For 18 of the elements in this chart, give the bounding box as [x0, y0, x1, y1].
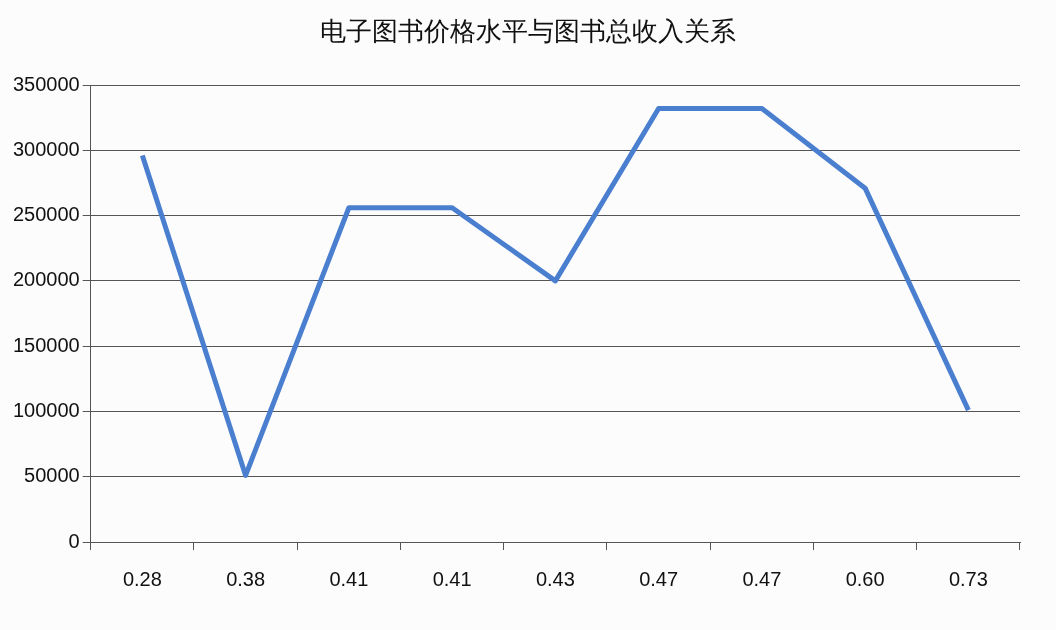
y-tick-label: 200000	[12, 268, 80, 291]
x-tick-label: 0.73	[948, 567, 988, 590]
y-tick-label: 300000	[12, 137, 80, 160]
x-tick-label: 0.28	[122, 567, 162, 590]
x-tick-label: 0.41	[432, 567, 472, 590]
x-tick-label: 0.41	[329, 567, 369, 590]
x-tick-label: 0.47	[639, 567, 679, 590]
y-tick-label: 150000	[12, 333, 80, 356]
y-tick-label: 100000	[12, 398, 80, 421]
x-tick-label: 0.38	[226, 567, 266, 590]
y-tick-label: 50000	[24, 464, 80, 487]
x-tick-label: 0.47	[742, 567, 782, 590]
y-tick-label: 250000	[12, 203, 80, 226]
chart-title: 电子图书价格水平与图书总收入关系	[319, 15, 737, 48]
x-tick-label: 0.60	[845, 567, 885, 590]
x-tick-label: 0.43	[535, 567, 575, 590]
y-tick-label: 0	[68, 529, 80, 552]
y-tick-label: 350000	[12, 72, 80, 95]
